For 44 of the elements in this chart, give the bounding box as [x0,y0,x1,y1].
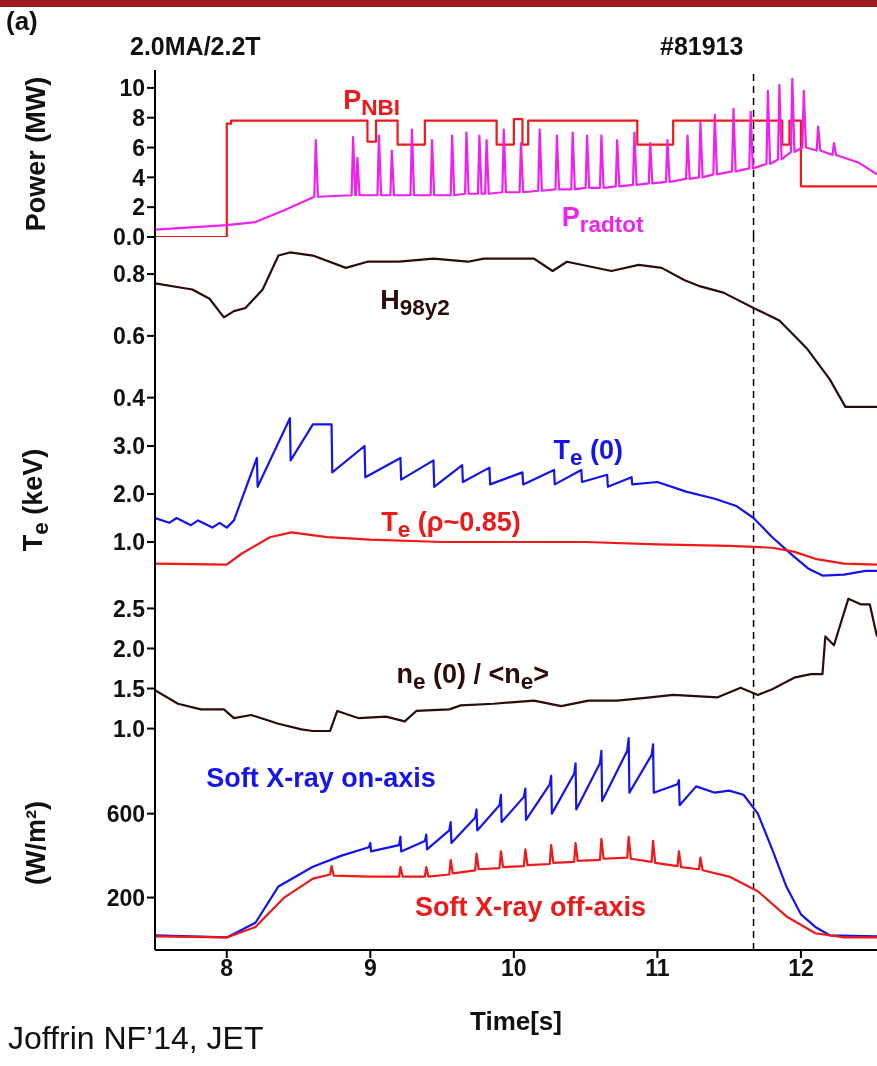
y-tick-label: 1.0 [113,529,145,556]
line-series [155,737,877,939]
y-tick-label: 2.0 [113,481,145,508]
y-tick-label: 0.4 [113,384,146,411]
y-tick-label: 3.0 [113,433,145,460]
text: #81913 [660,32,744,61]
y-tick-label: 10 [119,75,145,102]
series-label: H$_{98y2}$ [380,284,450,321]
text: 2.0MA/2.2T [130,32,261,61]
y-tick-label: 2 [132,194,145,221]
series-label: T$_{e}$ (ρ~0.85) [381,506,521,544]
x-tick-label: 11 [645,955,670,982]
text: (a) [6,6,38,37]
series-label: Soft X-ray off-axis [414,891,646,923]
y-tick-label: 2.0 [113,635,145,662]
series-label: P$_{NBI}$ [343,85,400,122]
x-axis-title: Time[s] [470,1006,562,1036]
y-axis-title: (W/m²) [20,800,52,885]
series-label: Soft X-ray on-axis [206,762,436,794]
y-tick-label: 1.5 [113,675,146,702]
line-series [155,835,877,939]
series-label: P$_{radtot}$ [561,202,644,239]
line-series [155,251,877,409]
line-series [155,417,877,577]
y-tick-label: 8 [132,104,146,131]
y-tick-label: 0.0 [113,224,145,251]
series-label: T$_{e}$ (0) [553,434,623,472]
x-tick-label: 12 [788,955,814,982]
y-tick-label: 0.8 [113,261,146,288]
series-label: n$_{e}$ (0) / <n$_{e}$> [396,658,549,696]
y-tick-label: 4 [132,164,146,191]
x-tick-label: 9 [363,955,377,982]
y-tick-label: 0.6 [113,323,145,350]
y-tick-label: 600 [106,800,145,827]
y-axis-title: Power (MW) [20,76,52,231]
line-series [155,77,877,231]
line-series [155,597,877,733]
y-tick-label: 1.0 [113,715,145,742]
text: Joffrin NF’14, JET [8,1020,264,1057]
y-tick-label: 2.5 [113,595,146,622]
y-tick-label: 6 [132,134,145,161]
y-tick-label: 200 [106,884,145,911]
x-tick-label: 10 [501,955,527,982]
x-tick-label: 8 [220,955,234,982]
